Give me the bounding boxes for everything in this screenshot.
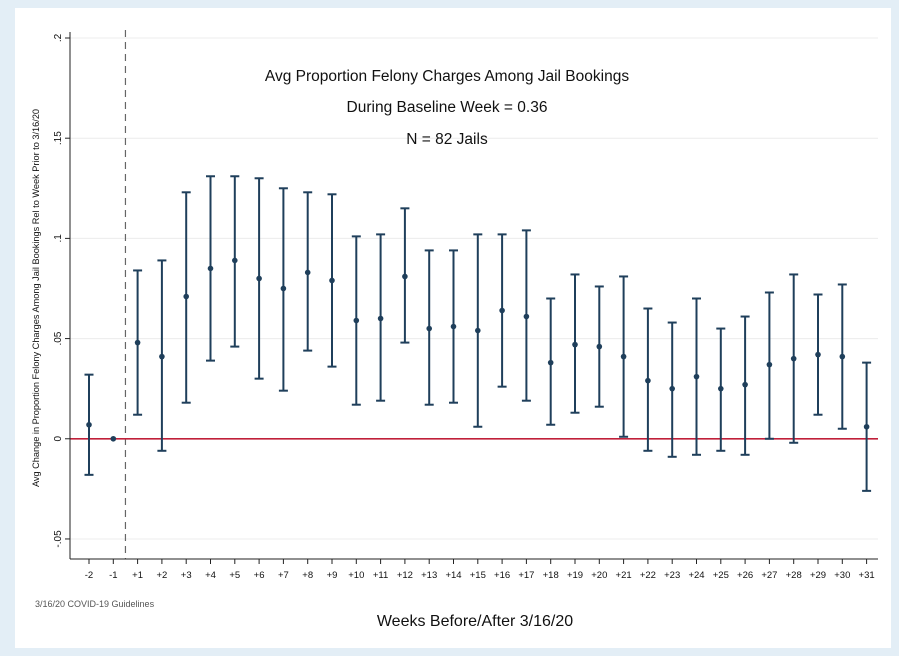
point-estimate-4 xyxy=(183,293,189,300)
point-estimate-29 xyxy=(790,355,797,362)
y-tick-label-0: -.05 xyxy=(53,530,64,548)
x-tick-label-14: +13 xyxy=(421,570,437,581)
point-estimate-30 xyxy=(815,351,821,358)
point-estimate-31 xyxy=(839,353,846,360)
axes: -.05 0 .05 .1 .15 .2 -2 -1 +1 +2 +3 +4 +5 +6 +7 +8 +9 +10… xyxy=(53,32,878,581)
x-tick-label-5: +4 xyxy=(205,570,216,581)
x-tick-label-9: +8 xyxy=(302,570,313,581)
point-estimate-12 xyxy=(377,315,384,322)
point-estimate-10 xyxy=(329,277,335,284)
y-tick-label-1: 0 xyxy=(53,436,64,442)
data-marks xyxy=(84,175,872,492)
point-estimate-5 xyxy=(207,265,214,272)
y-axis-title: Avg Change in Proportion Felony Charges … xyxy=(31,109,41,487)
point-estimate-27 xyxy=(742,381,748,388)
vline-label: 3/16/20 COVID-19 Guidelines xyxy=(35,599,155,609)
felony-charges-chart: -.05 0 .05 .1 .15 .2 -2 -1 +1 +2 +3 +4 +5 +6 +7 +8 +9 +10… xyxy=(31,30,878,630)
x-tick-label-3: +2 xyxy=(156,570,167,581)
y-tick-label-4: .15 xyxy=(53,131,64,145)
x-tick-label-2: +1 xyxy=(132,570,143,581)
x-tick-label-7: +6 xyxy=(254,570,265,581)
point-estimate-32 xyxy=(863,423,870,430)
chart-text: Avg Proportion Felony Charges Among Jail… xyxy=(31,68,629,630)
point-estimate-13 xyxy=(402,273,408,280)
x-tick-label-0: -2 xyxy=(85,570,93,581)
point-estimate-2 xyxy=(134,339,141,346)
x-tick-label-6: +5 xyxy=(229,570,240,581)
x-tick-label-4: +3 xyxy=(181,570,192,581)
x-tick-label-32: +31 xyxy=(859,570,875,581)
point-estimate-17 xyxy=(499,307,505,314)
title-line-2: During Baseline Week = 0.36 xyxy=(347,99,548,116)
x-tick-label-17: +16 xyxy=(494,570,510,581)
point-estimate-25 xyxy=(693,373,700,380)
point-estimate-14 xyxy=(426,325,433,332)
point-estimate-26 xyxy=(718,385,724,392)
x-tick-label-25: +24 xyxy=(688,570,704,581)
point-estimate-7 xyxy=(256,275,262,282)
point-estimate-16 xyxy=(475,327,481,334)
y-tick-label-5: .2 xyxy=(53,33,64,42)
point-estimate-23 xyxy=(645,377,651,384)
point-estimate-8 xyxy=(280,285,287,292)
point-estimate-0 xyxy=(86,421,92,428)
point-estimate-11 xyxy=(353,317,360,324)
x-tick-label-10: +9 xyxy=(327,570,338,581)
x-tick-label-16: +15 xyxy=(470,570,486,581)
x-tick-label-12: +11 xyxy=(373,570,388,581)
point-estimate-19 xyxy=(547,359,554,366)
x-tick-label-19: +18 xyxy=(543,570,559,581)
x-tick-label-26: +25 xyxy=(713,570,729,581)
point-estimate-22 xyxy=(620,353,627,360)
point-estimate-15 xyxy=(450,323,457,330)
point-estimate-28 xyxy=(766,361,773,368)
x-tick-label-23: +22 xyxy=(640,570,656,581)
x-tick-label-18: +17 xyxy=(518,570,534,581)
x-tick-label-21: +20 xyxy=(591,570,607,581)
chart-figure: -.05 0 .05 .1 .15 .2 -2 -1 +1 +2 +3 +4 +5 +6 +7 +8 +9 +10… xyxy=(15,8,891,648)
x-tick-label-1: -1 xyxy=(109,570,117,581)
point-estimate-18 xyxy=(523,313,530,320)
title-line-3: N = 82 Jails xyxy=(406,131,488,148)
x-tick-label-15: +14 xyxy=(445,570,461,581)
x-tick-label-11: +10 xyxy=(348,570,364,581)
x-tick-label-22: +21 xyxy=(616,570,632,581)
x-tick-label-31: +30 xyxy=(834,570,850,581)
point-estimate-24 xyxy=(669,385,675,392)
x-tick-label-29: +28 xyxy=(786,570,802,581)
point-estimate-3 xyxy=(159,353,165,360)
x-tick-label-13: +12 xyxy=(397,570,413,581)
title-line-1: Avg Proportion Felony Charges Among Jail… xyxy=(265,68,629,85)
point-estimate-1 xyxy=(110,435,117,442)
x-tick-label-8: +7 xyxy=(278,570,289,581)
point-estimate-20 xyxy=(572,341,578,348)
point-estimate-9 xyxy=(304,269,311,276)
y-tick-label-3: .1 xyxy=(53,234,64,243)
y-tick-label-2: .05 xyxy=(53,331,64,345)
x-tick-label-27: +26 xyxy=(737,570,753,581)
point-estimate-6 xyxy=(232,257,238,264)
point-estimate-21 xyxy=(596,343,603,350)
reference-lines xyxy=(70,30,878,559)
x-axis-title: Weeks Before/After 3/16/20 xyxy=(377,613,573,630)
x-tick-label-30: +29 xyxy=(810,570,826,581)
x-tick-label-24: +23 xyxy=(664,570,680,581)
x-tick-label-28: +27 xyxy=(761,570,777,581)
x-tick-label-20: +19 xyxy=(567,570,583,581)
